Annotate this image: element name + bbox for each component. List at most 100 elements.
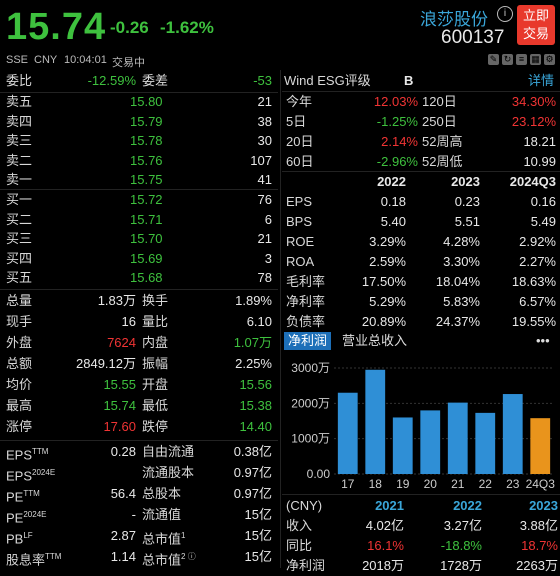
divider — [282, 91, 560, 92]
level-label: 卖四 — [6, 113, 33, 129]
fund-label: 自由流通 — [142, 442, 194, 462]
chart-bar — [392, 417, 413, 474]
level-label: 买二 — [6, 211, 33, 227]
trade-now-button[interactable]: 立即 交易 — [517, 5, 555, 45]
level-label: 卖五 — [6, 94, 33, 109]
esg-detail-link[interactable]: 详情 — [527, 73, 554, 88]
revenue-year: 2021 — [375, 498, 404, 513]
stat-label: 总额 — [6, 356, 33, 371]
stat-value: 15.55 — [103, 377, 136, 392]
ask-level[interactable]: 卖三 15.78 30 — [0, 131, 278, 151]
fund-value: 15亿 — [244, 507, 272, 522]
stat-row: 外盘 7624 内盘 1.07万 — [0, 333, 278, 353]
bid-level[interactable]: 买三 15.70 21 — [0, 229, 278, 249]
chart-bar — [337, 392, 358, 474]
level-volume: 107 — [250, 152, 272, 168]
revenue-value: 3.88亿 — [519, 518, 558, 533]
x-tick-label: 18 — [369, 477, 383, 491]
fundamental-row: EPSTTM 0.28 自由流通 0.38亿 — [0, 442, 278, 462]
ask-level[interactable]: 卖一 15.75 41 — [0, 170, 278, 190]
financial-metric: 净利率 — [286, 294, 326, 309]
revenue-year: 2023 — [529, 498, 558, 513]
fund-label-text: 总股本 — [142, 486, 182, 501]
exchange: SSE — [6, 54, 29, 66]
perf-value: 12.03% — [373, 94, 418, 109]
perf-value: 2.14% — [381, 134, 418, 149]
stat-value: 16 — [121, 314, 136, 329]
esg-label: Wind ESG评级 — [284, 73, 371, 88]
fund-label: PE2024E — [6, 505, 46, 528]
ask-level[interactable]: 卖五 15.80 21 — [0, 92, 278, 112]
esg-grade: B — [404, 73, 414, 88]
fund-label-sup: TTM — [45, 552, 62, 561]
y-tick-label: 2000万 — [291, 396, 330, 410]
performance-row: 60日 -2.96% 52周低 10.99 — [282, 152, 560, 172]
fund-label-sup: 2024E — [23, 510, 47, 519]
bid-level[interactable]: 买一 15.72 76 — [0, 190, 278, 210]
perf-value: -2.96% — [376, 154, 418, 169]
divider — [282, 171, 560, 172]
financial-value: 20.89% — [361, 314, 406, 329]
performance-row: 今年 12.03% 120日 34.30% — [282, 92, 560, 112]
list-icon[interactable]: ≡ — [516, 54, 527, 65]
diff-value: -53 — [253, 73, 272, 88]
stat-label: 涨停 — [6, 419, 33, 434]
financial-value: 0.23 — [454, 194, 480, 209]
financial-metric: ROE — [286, 234, 315, 249]
financial-row: EPS 0.18 0.23 0.16 — [282, 192, 560, 212]
level-volume: 76 — [257, 192, 272, 207]
refresh-icon[interactable]: ↻ — [502, 54, 513, 65]
bid-level[interactable]: 买二 15.71 6 — [0, 210, 278, 230]
perf-value: 34.30% — [511, 94, 556, 109]
bid-level[interactable]: 买五 15.68 78 — [0, 268, 278, 288]
stat-value: 1.07万 — [233, 335, 272, 350]
financial-metric: 毛利率 — [286, 274, 326, 289]
price-change: -0.26 — [110, 18, 149, 37]
stat-label: 总量 — [6, 293, 33, 308]
fundamental-row: PE2024E - 流通值 15亿 — [0, 505, 278, 525]
revenue-row: 收入 4.02亿 3.27亿 3.88亿 — [282, 516, 560, 536]
tab-revenue[interactable]: 营业总收入 — [342, 333, 408, 348]
stock-name[interactable]: 浪莎股份 — [420, 10, 488, 29]
info-icon[interactable]: i — [497, 6, 513, 22]
revenue-value: 3.27亿 — [443, 518, 482, 533]
stat-label: 量比 — [142, 314, 169, 329]
ask-level[interactable]: 卖二 15.76 107 — [0, 151, 278, 171]
revenue-value: 16.1% — [367, 538, 404, 553]
chart-bar — [475, 412, 496, 474]
financial-value: 3.29% — [369, 234, 406, 249]
divider — [0, 92, 278, 93]
grid-icon[interactable]: ▦ — [530, 54, 541, 65]
bid-level[interactable]: 买四 15.69 3 — [0, 249, 278, 269]
performance-row: 20日 2.14% 52周高 18.21 — [282, 132, 560, 152]
fund-value: 15亿 — [244, 528, 272, 543]
quote-header: 15.74 -0.26 -1.62% 浪莎股份 i 600137 立即 交易 — [0, 0, 560, 52]
edit-icon[interactable]: ✎ — [488, 54, 499, 65]
fund-label-text: 总市值 — [142, 552, 182, 568]
perf-label: 60日 — [286, 154, 314, 169]
financial-value: 0.16 — [530, 194, 556, 209]
stat-value: 2849.12万 — [76, 356, 136, 371]
level-label: 买三 — [6, 231, 33, 246]
financial-row: 毛利率 17.50% 18.04% 18.63% — [282, 272, 560, 292]
revenue-metric: 同比 — [286, 538, 313, 553]
fund-value: 0.38亿 — [233, 444, 272, 459]
tab-net-profit[interactable]: 净利润 — [284, 332, 332, 350]
stat-value: 15.74 — [103, 398, 136, 413]
ask-level[interactable]: 卖四 15.79 38 — [0, 112, 278, 132]
stat-label: 最高 — [6, 398, 33, 413]
financial-value: 2.59% — [369, 254, 406, 269]
level-label: 卖二 — [6, 152, 33, 168]
x-tick-label: 22 — [479, 477, 493, 491]
more-icon[interactable]: ••• — [536, 333, 550, 348]
fund-label-sup: LF — [23, 531, 33, 540]
settings-icon[interactable]: ⚙ — [544, 54, 555, 65]
financial-row: 净利率 5.29% 5.83% 6.57% — [282, 292, 560, 312]
y-tick-label: 3000万 — [291, 361, 330, 375]
financial-row: ROE 3.29% 4.28% 2.92% — [282, 232, 560, 252]
fund-label-sup: TTM — [23, 489, 40, 498]
revenue-value: 4.02亿 — [365, 518, 404, 533]
financial-value: 4.28% — [443, 234, 480, 249]
fund-label: 流通值 — [142, 505, 181, 525]
stat-value: 6.10 — [246, 314, 272, 329]
